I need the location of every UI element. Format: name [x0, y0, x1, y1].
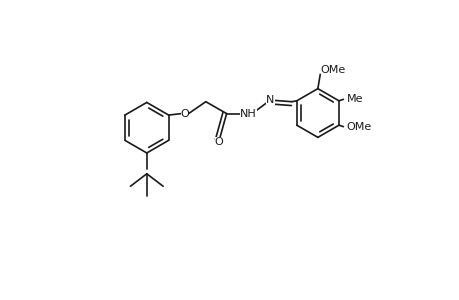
Text: Me: Me: [346, 94, 362, 104]
Text: N: N: [266, 95, 274, 105]
Text: O: O: [214, 137, 223, 147]
Text: OMe: OMe: [346, 122, 371, 132]
Text: O: O: [180, 109, 189, 118]
Text: OMe: OMe: [320, 65, 345, 75]
Text: NH: NH: [239, 109, 256, 118]
